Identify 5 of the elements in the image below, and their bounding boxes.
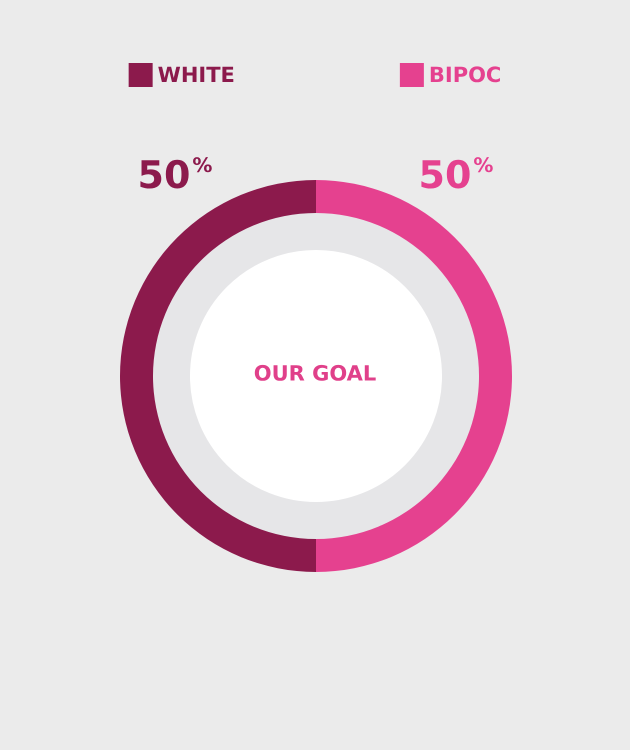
text: OUR GOAL <box>254 362 376 386</box>
data-label: 50% <box>418 153 494 197</box>
data-label: 50% <box>138 153 212 197</box>
legend-label: BIPOC <box>428 63 502 87</box>
legend-label: WHITE <box>158 63 235 87</box>
